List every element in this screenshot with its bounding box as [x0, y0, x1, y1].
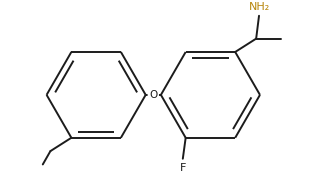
- Text: O: O: [149, 90, 157, 100]
- Text: F: F: [180, 164, 186, 174]
- Text: NH₂: NH₂: [249, 2, 271, 12]
